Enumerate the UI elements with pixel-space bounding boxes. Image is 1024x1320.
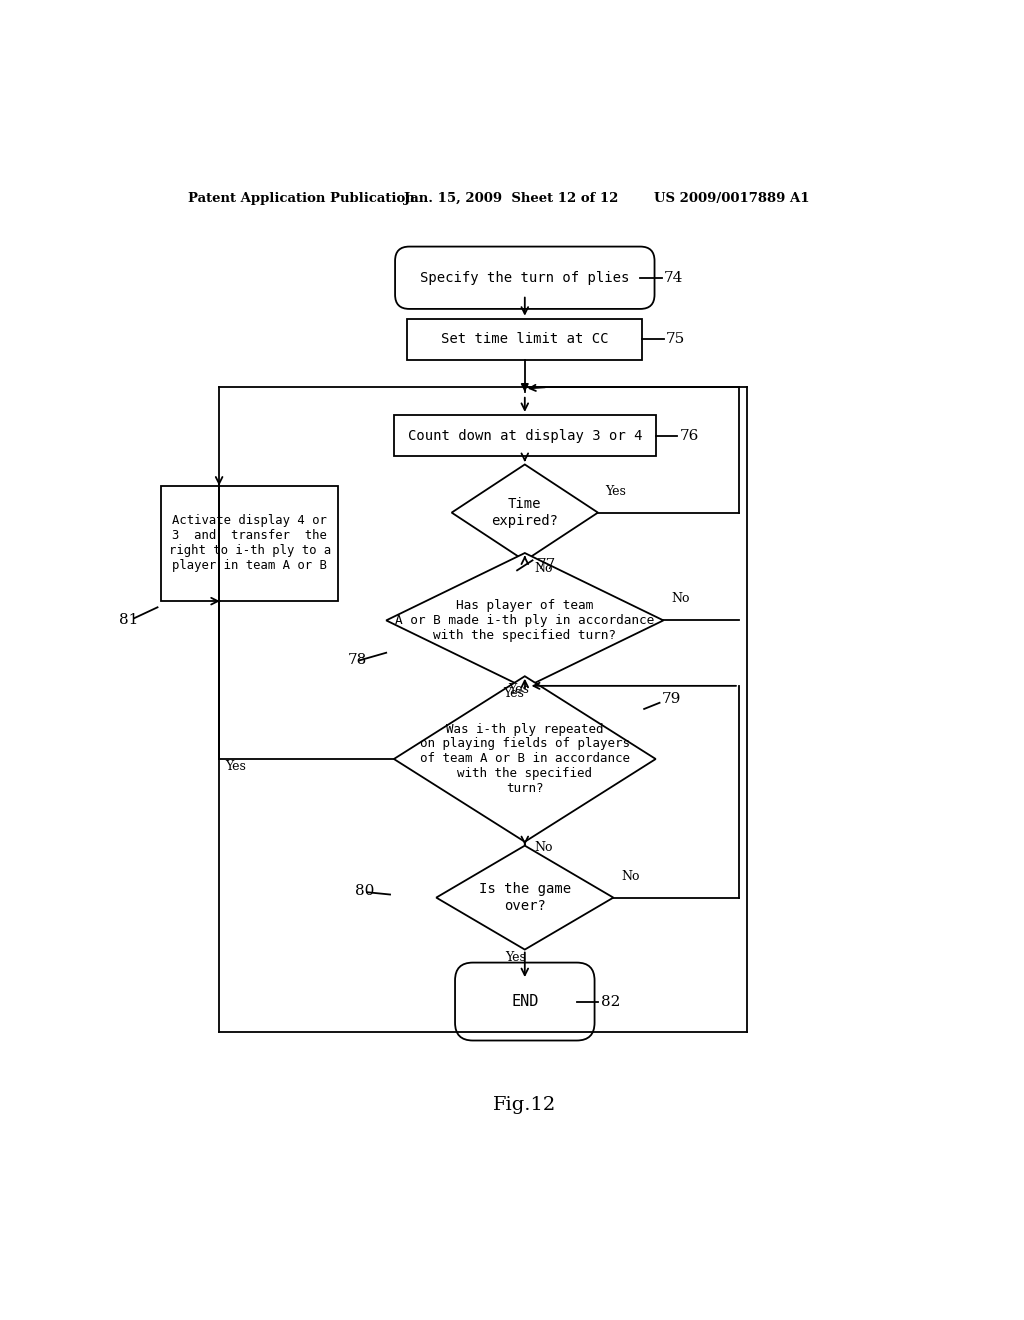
Text: US 2009/0017889 A1: US 2009/0017889 A1: [654, 191, 810, 205]
Text: Set time limit at CC: Set time limit at CC: [441, 333, 608, 346]
Text: Is the game
over?: Is the game over?: [479, 883, 570, 912]
Text: Time
expired?: Time expired?: [492, 498, 558, 528]
Polygon shape: [436, 846, 613, 949]
Text: Count down at display 3 or 4: Count down at display 3 or 4: [408, 429, 642, 442]
Text: Has player of team
A or B made i-th ply in accordance
with the specified turn?: Has player of team A or B made i-th ply …: [395, 599, 654, 642]
FancyBboxPatch shape: [395, 247, 654, 309]
Text: Activate display 4 or
3  and  transfer  the
right to i-th ply to a
player in tea: Activate display 4 or 3 and transfer the…: [169, 515, 331, 573]
Text: 77: 77: [537, 558, 556, 572]
Text: No: No: [535, 561, 553, 574]
Text: Patent Application Publication: Patent Application Publication: [188, 191, 415, 205]
Text: 79: 79: [662, 692, 681, 706]
Text: No: No: [671, 593, 689, 606]
FancyBboxPatch shape: [394, 414, 655, 457]
FancyBboxPatch shape: [408, 318, 642, 360]
Text: Yes: Yes: [506, 952, 526, 964]
Polygon shape: [394, 676, 655, 842]
Text: 82: 82: [601, 994, 620, 1008]
Text: 81: 81: [119, 614, 138, 627]
Text: No: No: [621, 870, 640, 883]
Text: 75: 75: [666, 333, 685, 346]
Text: Yes: Yes: [503, 686, 524, 700]
Text: Specify the turn of plies: Specify the turn of plies: [420, 271, 630, 285]
Text: Yes: Yes: [605, 484, 627, 498]
Text: 80: 80: [355, 884, 375, 899]
Text: 74: 74: [665, 271, 684, 285]
Text: Fig.12: Fig.12: [494, 1097, 556, 1114]
FancyBboxPatch shape: [455, 962, 595, 1040]
Text: Jan. 15, 2009  Sheet 12 of 12: Jan. 15, 2009 Sheet 12 of 12: [403, 191, 618, 205]
FancyBboxPatch shape: [162, 486, 339, 601]
Text: No: No: [535, 841, 553, 854]
Text: 76: 76: [680, 429, 699, 442]
Text: Was i-th ply repeated
on playing fields of players
of team A or B in accordance
: Was i-th ply repeated on playing fields …: [420, 722, 630, 796]
Text: Yes: Yes: [508, 684, 528, 696]
Text: Yes: Yes: [225, 760, 246, 774]
Text: END: END: [511, 994, 539, 1008]
Polygon shape: [386, 553, 664, 688]
Text: 78: 78: [348, 653, 367, 668]
Polygon shape: [452, 465, 598, 561]
